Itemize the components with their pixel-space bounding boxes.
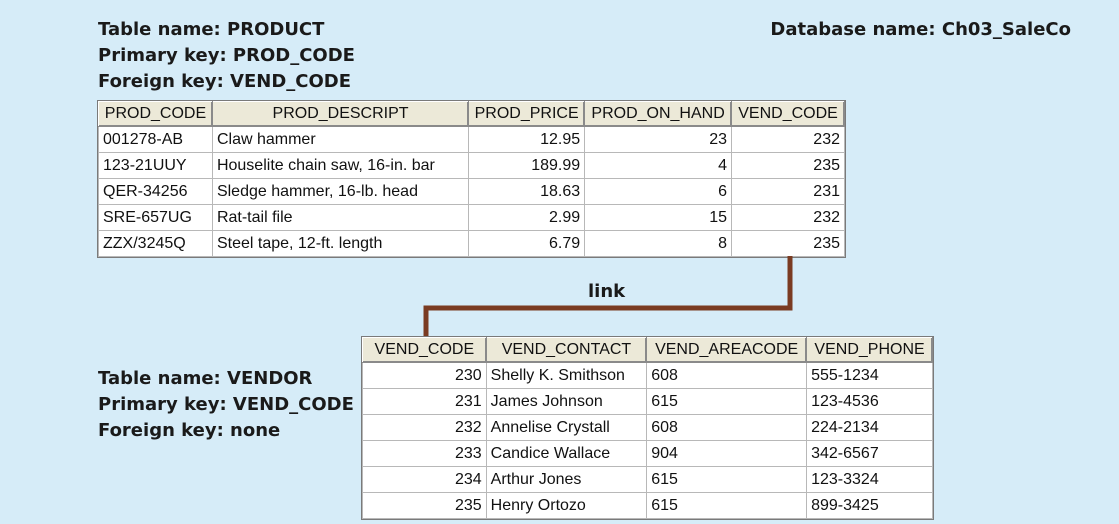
table-cell: 232 [731, 204, 845, 231]
table-cell: Candice Wallace [485, 440, 648, 467]
table-row[interactable]: 123-21UUY Houselite chain saw, 16-in. ba… [98, 152, 845, 179]
table-cell: 233 [362, 440, 487, 467]
column-header[interactable]: VEND_PHONE [806, 337, 933, 363]
table-cell: 230 [362, 362, 487, 389]
table-cell: Rat-tail file [211, 204, 470, 231]
link-line [423, 256, 793, 337]
table-cell: James Johnson [485, 388, 648, 415]
column-header[interactable]: PROD_ON_HAND [584, 101, 733, 127]
vendor-header-row: VEND_CODE VEND_CONTACT VEND_AREACODE VEN… [362, 337, 933, 363]
table-cell: ZZX/3245Q [98, 230, 213, 257]
column-header[interactable]: VEND_CONTACT [485, 337, 648, 363]
table-cell: Claw hammer [211, 126, 470, 153]
table-row[interactable]: SRE-657UG Rat-tail file 2.99 15 232 [98, 204, 845, 231]
table-cell: 12.95 [468, 126, 586, 153]
table-cell: 555-1234 [806, 362, 933, 389]
table-cell: 232 [362, 414, 487, 441]
product-primary-key: Primary key: PROD_CODE [98, 45, 355, 66]
table-cell: 231 [731, 178, 845, 205]
table-cell: 123-3324 [806, 466, 933, 493]
table-cell: 608 [646, 362, 808, 389]
table-cell: 904 [646, 440, 808, 467]
table-row[interactable]: 230 Shelly K. Smithson 608 555-1234 [362, 362, 933, 389]
table-row[interactable]: 235 Henry Ortozo 615 899-3425 [362, 492, 933, 519]
table-cell: 001278-AB [98, 126, 213, 153]
table-cell: 235 [362, 492, 487, 519]
database-name: Database name: Ch03_SaleCo [770, 19, 1071, 40]
table-cell: 234 [362, 466, 487, 493]
table-row[interactable]: 234 Arthur Jones 615 123-3324 [362, 466, 933, 493]
vendor-foreign-key: Foreign key: none [98, 420, 281, 441]
vendor-primary-key: Primary key: VEND_CODE [98, 394, 354, 415]
table-cell: 615 [646, 388, 808, 415]
table-cell: 123-4536 [806, 388, 933, 415]
table-cell: 608 [646, 414, 808, 441]
table-cell: 6 [584, 178, 733, 205]
table-cell: SRE-657UG [98, 204, 213, 231]
table-cell: 23 [584, 126, 733, 153]
column-header[interactable]: VEND_AREACODE [646, 337, 808, 363]
column-header[interactable]: PROD_PRICE [468, 101, 586, 127]
table-cell: 18.63 [468, 178, 586, 205]
table-cell: 6.79 [468, 230, 586, 257]
table-cell: Steel tape, 12-ft. length [211, 230, 470, 257]
link-label: link [588, 281, 626, 302]
vendor-table-info: Table name: VENDOR Primary key: VEND_COD… [98, 366, 354, 444]
table-cell: Henry Ortozo [485, 492, 648, 519]
table-cell: 224-2134 [806, 414, 933, 441]
table-cell: Shelly K. Smithson [485, 362, 648, 389]
column-header[interactable]: PROD_DESCRIPT [211, 101, 470, 127]
table-row[interactable]: 233 Candice Wallace 904 342-6567 [362, 440, 933, 467]
table-cell: Annelise Crystall [485, 414, 648, 441]
table-cell: 2.99 [468, 204, 586, 231]
table-cell: 615 [646, 492, 808, 519]
table-cell: 231 [362, 388, 487, 415]
product-table: PROD_CODE PROD_DESCRIPT PROD_PRICE PROD_… [97, 100, 846, 258]
table-cell: 342-6567 [806, 440, 933, 467]
table-cell: 123-21UUY [98, 152, 213, 179]
column-header[interactable]: VEND_CODE [362, 337, 487, 363]
table-row[interactable]: QER-34256 Sledge hammer, 16-lb. head 18.… [98, 178, 845, 205]
product-table-info: Table name: PRODUCT Primary key: PROD_CO… [98, 17, 355, 95]
table-cell: Sledge hammer, 16-lb. head [211, 178, 470, 205]
table-row[interactable]: 231 James Johnson 615 123-4536 [362, 388, 933, 415]
vendor-table-name: Table name: VENDOR [98, 368, 313, 389]
table-row[interactable]: 232 Annelise Crystall 608 224-2134 [362, 414, 933, 441]
table-cell: Arthur Jones [485, 466, 648, 493]
product-foreign-key: Foreign key: VEND_CODE [98, 71, 352, 92]
table-row[interactable]: ZZX/3245Q Steel tape, 12-ft. length 6.79… [98, 230, 845, 257]
product-header-row: PROD_CODE PROD_DESCRIPT PROD_PRICE PROD_… [98, 101, 845, 127]
table-row[interactable]: 001278-AB Claw hammer 12.95 23 232 [98, 126, 845, 153]
table-cell: 232 [731, 126, 845, 153]
table-cell: QER-34256 [98, 178, 213, 205]
table-cell: 899-3425 [806, 492, 933, 519]
vendor-table: VEND_CODE VEND_CONTACT VEND_AREACODE VEN… [361, 336, 934, 520]
product-table-name: Table name: PRODUCT [98, 19, 325, 40]
table-cell: 615 [646, 466, 808, 493]
table-cell: Houselite chain saw, 16-in. bar [211, 152, 470, 179]
